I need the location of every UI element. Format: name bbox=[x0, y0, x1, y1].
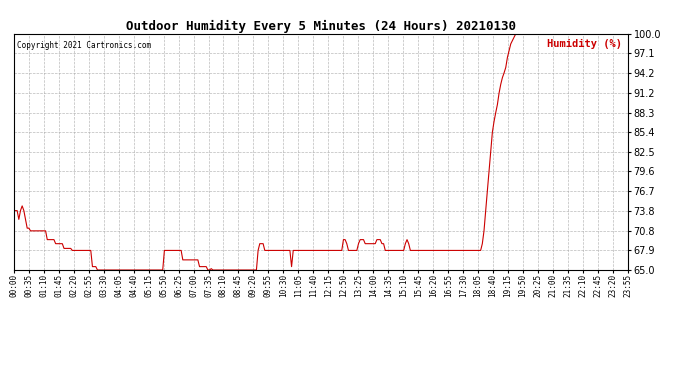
Text: Copyright 2021 Cartronics.com: Copyright 2021 Cartronics.com bbox=[17, 41, 151, 50]
Title: Outdoor Humidity Every 5 Minutes (24 Hours) 20210130: Outdoor Humidity Every 5 Minutes (24 Hou… bbox=[126, 20, 516, 33]
Text: Humidity (%): Humidity (%) bbox=[546, 39, 622, 48]
